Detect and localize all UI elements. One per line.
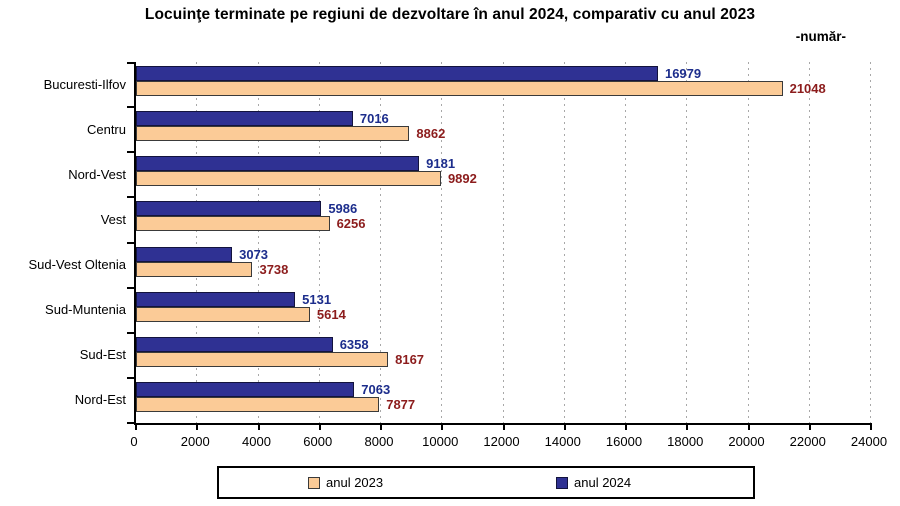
x-tick	[196, 423, 199, 430]
bar-anul-2023-nord-est	[136, 396, 380, 412]
category-label-sud-est: Sud-Est	[79, 347, 126, 363]
legend-item-anul-2023: anul 2023	[308, 468, 383, 497]
gridline	[318, 62, 320, 423]
bar-anul-2024-nord-est	[136, 381, 355, 397]
gridline	[563, 62, 565, 423]
bar-anul-2023-vest	[136, 216, 330, 232]
bar-anul-2024-nord-vest	[136, 156, 420, 172]
value-label-anul-2023-sud-vest-oltenia: 3738	[259, 261, 289, 277]
bar-anul-2023-centru	[136, 126, 410, 142]
bar-anul-2023-sud-vest-oltenia	[136, 261, 253, 277]
category-label-sud-vest-oltenia: Sud-Vest Oltenia	[28, 257, 126, 273]
x-tick	[441, 423, 444, 430]
gridline	[808, 62, 810, 423]
unit-label: -număr-	[795, 29, 846, 44]
bar-anul-2023-sud-est	[136, 351, 389, 367]
category-label-bucuresti-ilfov: Bucuresti-Ilfov	[43, 76, 126, 92]
gridline	[686, 62, 688, 423]
bar-anul-2024-bucuresti-ilfov	[136, 66, 658, 81]
category-label-nord-vest: Nord-Vest	[68, 166, 126, 182]
y-tick	[127, 151, 136, 154]
gridline	[870, 62, 871, 423]
category-label-centru: Centru	[86, 121, 126, 137]
category-label-nord-est: Nord-Est	[74, 392, 126, 408]
legend-label-anul-2024: anul 2024	[574, 475, 632, 490]
x-tick	[686, 423, 689, 430]
x-tick-label: 4000	[242, 434, 271, 449]
value-label-anul-2024-sud-est: 6358	[339, 336, 369, 352]
value-label-anul-2023-bucuresti-ilfov: 21048	[789, 81, 826, 96]
x-tick-label: 10000	[422, 434, 459, 449]
bar-anul-2024-sud-est	[136, 336, 333, 352]
x-tick	[625, 423, 627, 430]
x-tick-label: 20000	[728, 434, 765, 449]
gridline	[257, 62, 259, 423]
bar-anul-2023-sud-muntenia	[136, 306, 310, 322]
x-tick	[808, 423, 811, 430]
y-tick	[127, 422, 136, 424]
bar-anul-2024-vest	[136, 201, 322, 217]
bar-anul-2023-bucuresti-ilfov	[136, 81, 783, 96]
gridline	[380, 62, 381, 423]
bar-anul-2024-centru	[136, 111, 353, 127]
y-tick	[127, 286, 136, 289]
legend: anul 2023 anul 2024	[217, 466, 755, 499]
value-label-anul-2024-sud-muntenia: 5131	[302, 291, 332, 307]
y-tick	[127, 241, 136, 244]
category-label-vest: Vest	[100, 211, 126, 227]
x-tick-label: 8000	[364, 434, 394, 449]
value-label-anul-2023-nord-vest: 9892	[447, 171, 477, 187]
plot-area: 16979 21048 7016 8862 9181 9892 5986 6256 3073 37…	[127, 62, 872, 430]
x-tick-label: 18000	[667, 434, 704, 449]
y-tick	[127, 106, 136, 109]
y-tick	[127, 376, 136, 379]
category-label-sud-muntenia: Sud-Muntenia	[45, 302, 126, 318]
gridline	[502, 62, 504, 423]
y-tick	[127, 196, 136, 199]
x-tick	[870, 423, 872, 430]
value-label-anul-2024-vest: 5986	[328, 201, 358, 217]
x-tick-label: 6000	[303, 434, 333, 449]
value-label-anul-2024-sud-vest-oltenia: 3073	[239, 246, 269, 262]
x-tick	[747, 423, 750, 430]
legend-item-anul-2024: anul 2024	[556, 468, 631, 497]
x-tick-label: 14000	[544, 434, 581, 449]
value-label-anul-2024-centru: 7016	[359, 111, 389, 127]
value-label-anul-2023-sud-est: 8167	[395, 351, 425, 367]
value-label-anul-2024-nord-est: 7063	[361, 381, 391, 397]
x-tick-label: 16000	[605, 434, 643, 449]
bar-anul-2023-nord-vest	[136, 171, 441, 187]
value-label-anul-2023-vest: 6256	[336, 216, 366, 232]
x-tick-label: 24000	[850, 434, 888, 449]
gridline	[441, 62, 443, 423]
bar-anul-2024-sud-vest-oltenia	[136, 246, 233, 262]
y-tick	[127, 331, 136, 334]
legend-swatch-anul-2023	[308, 476, 320, 489]
x-tick-label: 22000	[789, 434, 826, 449]
x-tick-label: 12000	[483, 434, 520, 449]
value-label-anul-2023-sud-muntenia: 5614	[316, 306, 346, 322]
x-tick	[257, 423, 260, 430]
chart-title: Locuinţe terminate pe regiuni de dezvolt…	[144, 6, 756, 23]
value-label-anul-2024-nord-vest: 9181	[426, 156, 456, 172]
x-tick-label: 0	[130, 434, 138, 449]
legend-swatch-anul-2024	[556, 476, 568, 489]
gridline	[625, 62, 626, 423]
value-label-anul-2023-centru: 8862	[416, 126, 446, 142]
x-tick-label: 2000	[180, 434, 210, 449]
gridline	[747, 62, 749, 423]
value-label-anul-2024-bucuresti-ilfov: 16979	[664, 66, 702, 81]
x-tick	[135, 423, 137, 430]
bar-anul-2024-sud-muntenia	[136, 291, 296, 307]
y-tick	[127, 62, 136, 64]
x-tick	[563, 423, 566, 430]
x-tick	[502, 423, 505, 430]
x-tick	[318, 423, 321, 430]
legend-label-anul-2023: anul 2023	[326, 475, 384, 490]
value-label-anul-2023-nord-est: 7877	[386, 396, 416, 412]
gridline	[196, 62, 198, 423]
x-tick	[380, 423, 382, 430]
